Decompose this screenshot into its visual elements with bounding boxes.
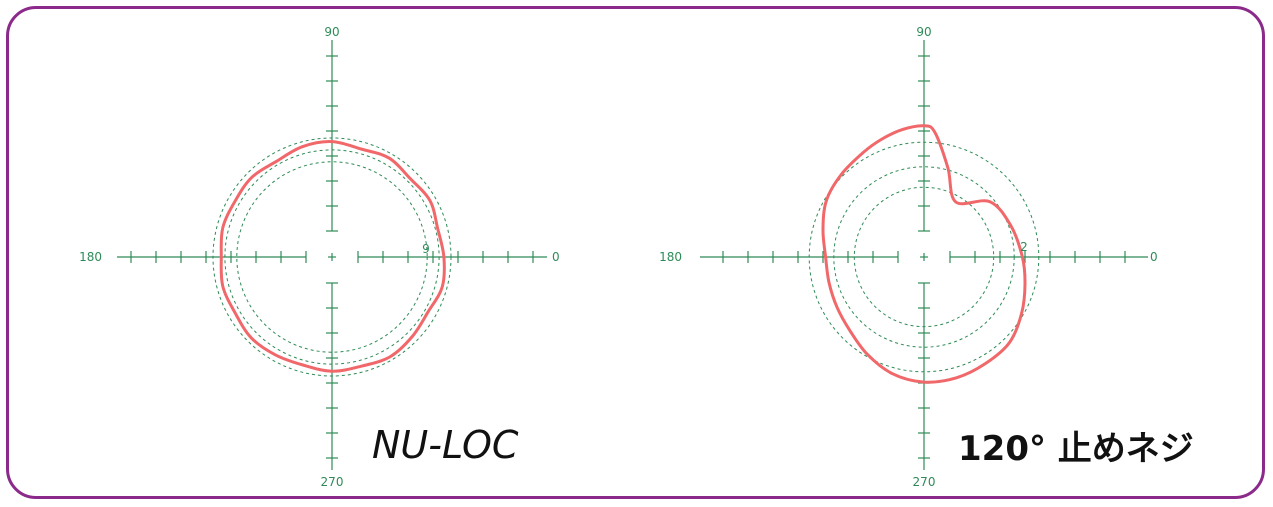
angle-label-0: 0 [1150,250,1158,264]
series-trace-0 [821,124,1027,384]
series-group [821,124,1027,384]
chart-caption: 120° 止めネジ [958,429,1194,469]
series-group [219,140,446,373]
scale-label: 9 [422,242,430,256]
angle-label-90: 90 [916,25,931,39]
chart-caption: NU-LOC [372,423,519,467]
figure-frame [6,6,1265,499]
polar-chart-nu-loc: 90 270 180 0 9 NU-LOC [79,25,560,489]
angle-label-180: 180 [659,250,682,264]
axes-group [117,40,547,470]
polar-chart-120-set-screw: 90 270 180 0 2 120° 止めネジ [659,25,1194,489]
axes-group [700,40,1148,470]
angle-label-0: 0 [552,250,560,264]
series-trace-0 [219,140,446,373]
scale-label: 2 [1020,240,1028,254]
angle-label-270: 270 [321,475,344,489]
angle-label-90: 90 [324,25,339,39]
angle-label-180: 180 [79,250,102,264]
angle-label-270: 270 [913,475,936,489]
